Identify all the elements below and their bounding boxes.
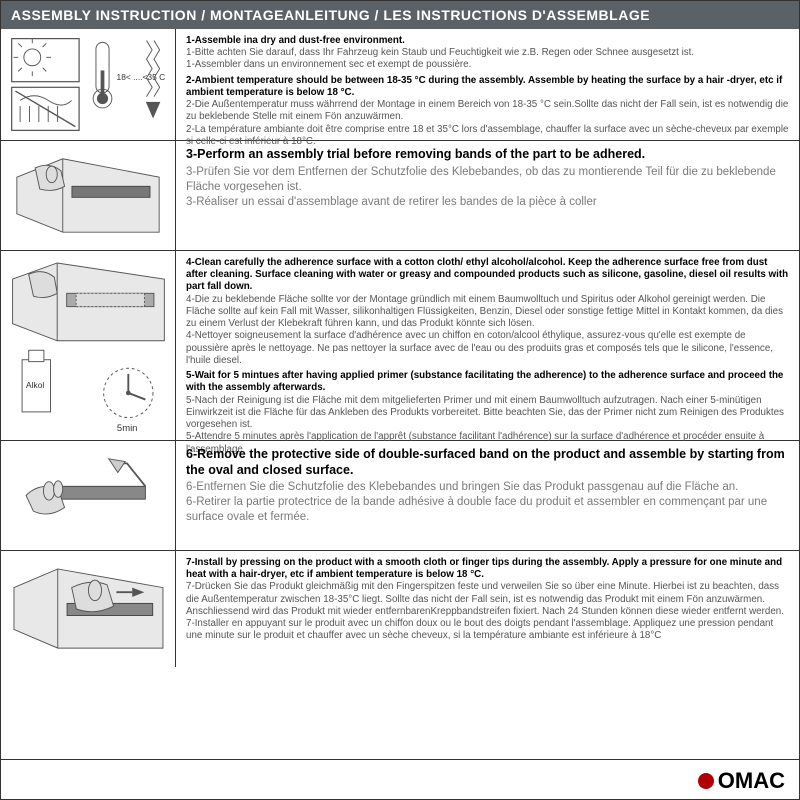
- row-2: 3-Perform an assembly trial before remov…: [1, 141, 799, 251]
- illus-press-install: [1, 551, 176, 667]
- illus-trial: [1, 141, 176, 250]
- step4-de: 4-Die zu beklebende Fläche sollte vor de…: [186, 294, 783, 329]
- step3-de: 3-Prüfen Sie vor dem Entfernen der Schut…: [186, 165, 789, 195]
- row-5: 7-Install by pressing on the product wit…: [1, 551, 799, 667]
- illus-clean-primer: Alkol 5min: [1, 251, 176, 440]
- step7-fr: 7-Installer en appuyant sur le produit a…: [186, 618, 773, 641]
- step4-fr: 4-Nettoyer soigneusement la surface d'ad…: [186, 330, 773, 365]
- text-step-6: 6-Remove the protective side of double-s…: [176, 441, 799, 550]
- step1-fr: 1-Assembler dans un environnement sec et…: [186, 59, 471, 70]
- step2-de: 2-Die Außentemperatur muss währrend der …: [186, 99, 788, 122]
- logo-dot-icon: [698, 773, 714, 789]
- row-3: Alkol 5min 4-Clean carefully the adheren…: [1, 251, 799, 441]
- step3-lead: 3-Perform an assembly trial before remov…: [186, 147, 789, 163]
- step7-lead: 7-Install by pressing on the product wit…: [186, 557, 782, 580]
- svg-text:18< ....<35 C: 18< ....<35 C: [117, 72, 166, 82]
- text-steps-4-5: 4-Clean carefully the adherence surface …: [176, 251, 799, 440]
- step1-lead: 1-Assemble ina dry and dust-free environ…: [186, 35, 405, 46]
- step5-de: 5-Nach der Reinigung ist die Fläche mit …: [186, 395, 784, 430]
- footer: OMAC: [1, 759, 799, 799]
- brand-logo: OMAC: [698, 768, 785, 794]
- svg-text:5min: 5min: [117, 423, 138, 434]
- step3-fr: 3-Réaliser un essai d'assemblage avant d…: [186, 195, 789, 210]
- logo-text: OMAC: [718, 768, 785, 794]
- text-step-3: 3-Perform an assembly trial before remov…: [176, 141, 799, 250]
- step4-lead: 4-Clean carefully the adherence surface …: [186, 257, 788, 292]
- instruction-sheet: ASSEMBLY INSTRUCTION / MONTAGEANLEITUNG …: [0, 0, 800, 800]
- step7-de: 7-Drücken Sie das Produkt gleichmäßig mi…: [186, 581, 784, 616]
- step1-de: 1-Bitte achten Sie darauf, dass Ihr Fahr…: [186, 47, 694, 58]
- page-title: ASSEMBLY INSTRUCTION / MONTAGEANLEITUNG …: [1, 1, 799, 29]
- row-4: 6-Remove the protective side of double-s…: [1, 441, 799, 551]
- step6-fr: 6-Retirer la partie protectrice de la ba…: [186, 495, 789, 525]
- step2-lead: 2-Ambient temperature should be between …: [186, 75, 782, 98]
- illus-environment: 18< ....<35 C: [1, 29, 176, 140]
- text-step-7: 7-Install by pressing on the product wit…: [176, 551, 799, 667]
- illus-remove-band: [1, 441, 176, 550]
- instruction-rows: 18< ....<35 C 1-Assemble ina dry and dus…: [1, 29, 799, 759]
- text-steps-1-2: 1-Assemble ina dry and dust-free environ…: [176, 29, 799, 140]
- row-1: 18< ....<35 C 1-Assemble ina dry and dus…: [1, 29, 799, 141]
- step6-de: 6-Entfernen Sie die Schutzfolie des Kleb…: [186, 480, 789, 495]
- step5-lead: 5-Wait for 5 mintues after having applie…: [186, 370, 783, 393]
- step6-lead: 6-Remove the protective side of double-s…: [186, 447, 789, 478]
- svg-text:Alkol: Alkol: [26, 380, 45, 390]
